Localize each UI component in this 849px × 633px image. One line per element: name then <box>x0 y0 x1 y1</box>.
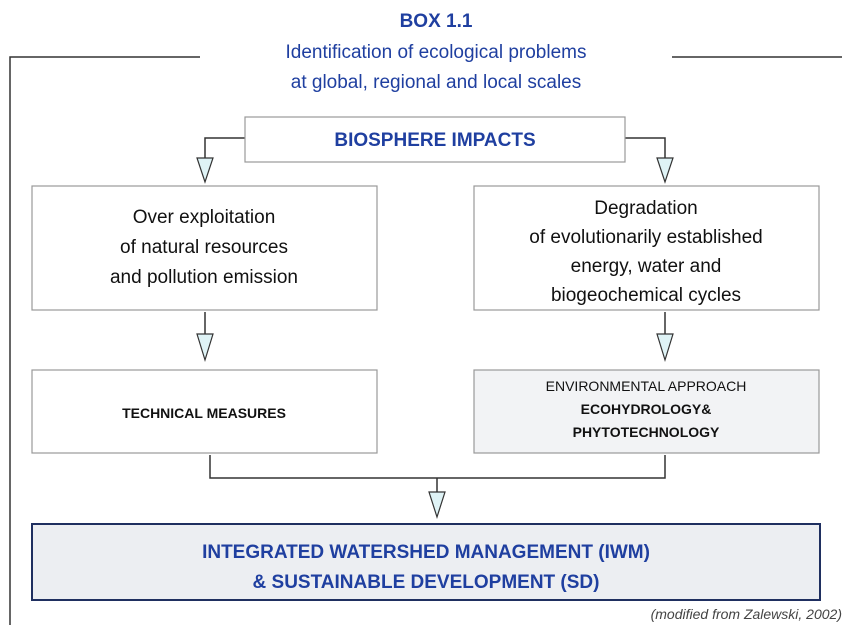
node-text: ENVIRONMENTAL APPROACH <box>546 378 747 394</box>
boxes <box>31 116 821 601</box>
box-title: Identification of ecological problems <box>285 42 586 63</box>
node-text: Over exploitation <box>133 207 276 228</box>
node-text: of natural resources <box>120 237 288 258</box>
source-note: (modified from Zalewski, 2002) <box>651 606 842 622</box>
node-text: ECOHYDROLOGY& <box>581 401 712 417</box>
node-text: and pollution emission <box>110 267 298 288</box>
arrowheads <box>196 157 674 519</box>
node-text: biogeochemical cycles <box>551 285 741 306</box>
node-text: energy, water and <box>571 256 722 277</box>
node-text: of evolutionarily established <box>529 227 762 248</box>
node-text: INTEGRATED WATERSHED MANAGEMENT (IWM) <box>202 542 650 563</box>
node-text: & SUSTAINABLE DEVELOPMENT (SD) <box>253 572 600 593</box>
node-text: TECHNICAL MEASURES <box>122 405 286 421</box>
node-text: PHYTOTECHNOLOGY <box>573 424 720 440</box>
box-title: at global, regional and local scales <box>291 72 581 93</box>
connectors <box>204 137 666 492</box>
node-text: BIOSPHERE IMPACTS <box>334 130 535 151</box>
box-label: BOX 1.1 <box>400 11 473 32</box>
node-text: Degradation <box>594 198 698 219</box>
frame <box>9 56 842 625</box>
